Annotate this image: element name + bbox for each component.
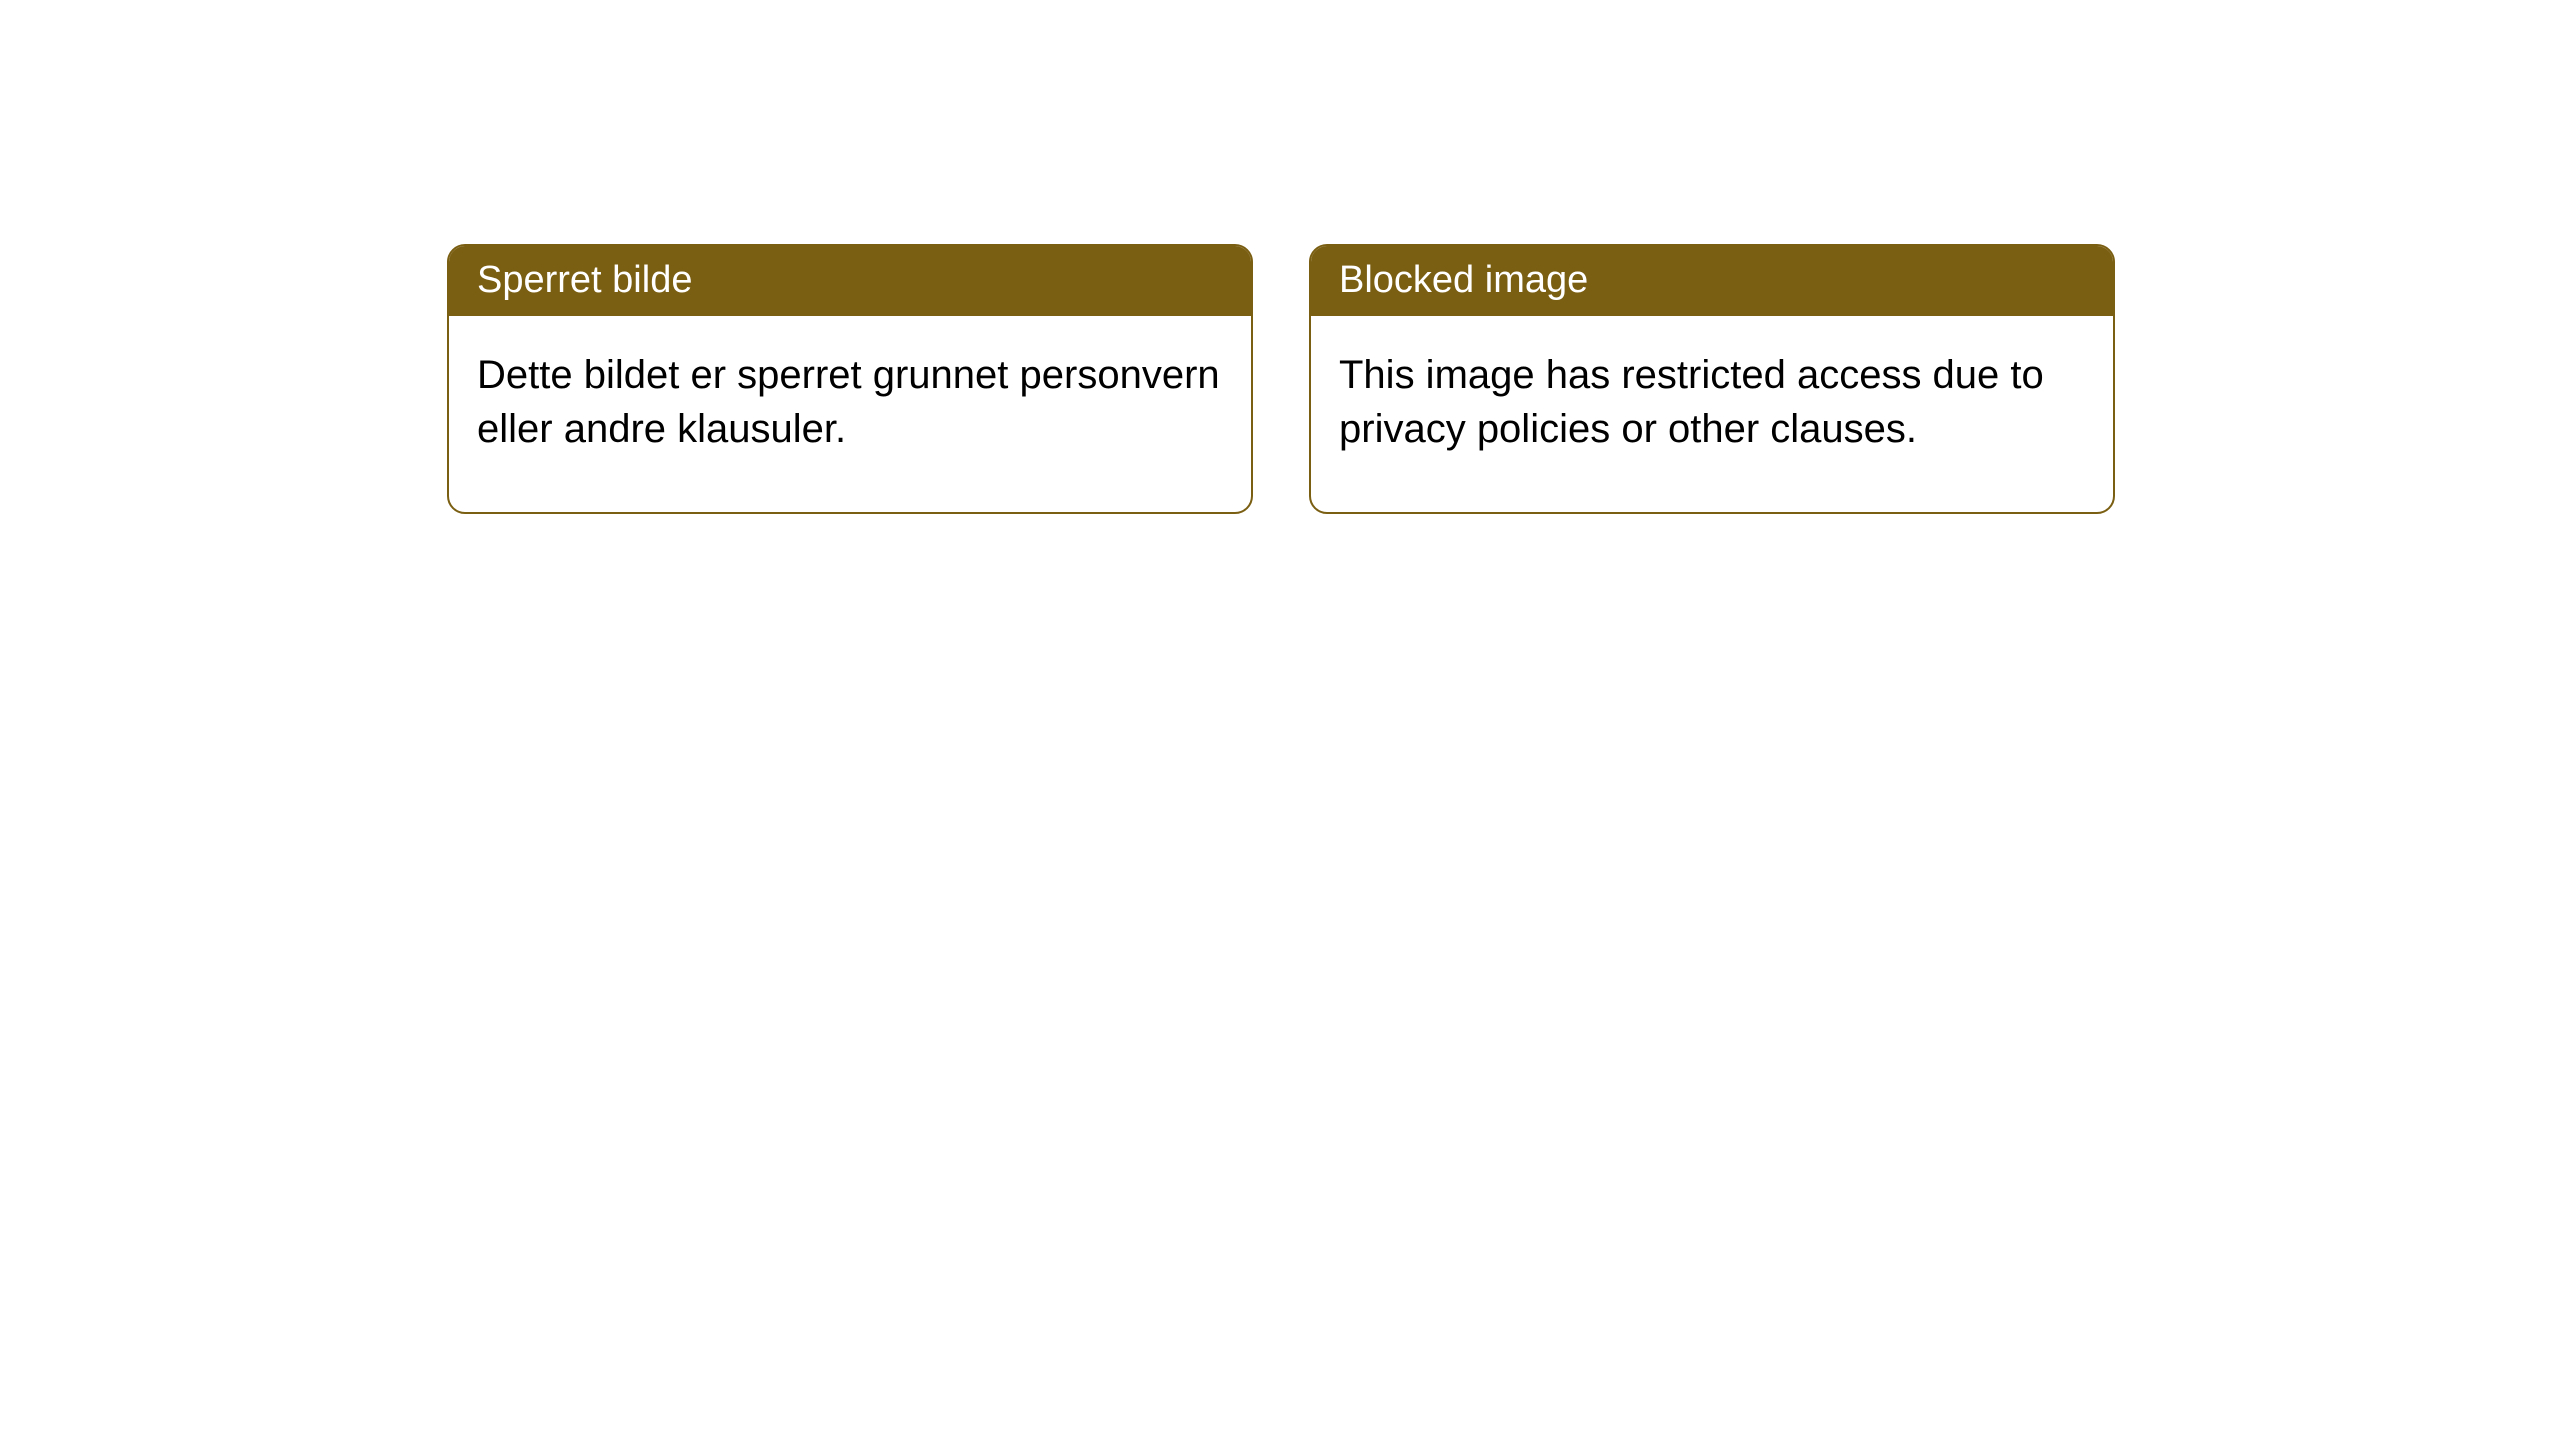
notice-header-no: Sperret bilde — [449, 246, 1251, 316]
notice-container: Sperret bilde Dette bildet er sperret gr… — [447, 244, 2115, 514]
notice-body-en: This image has restricted access due to … — [1311, 316, 2113, 512]
notice-card-no: Sperret bilde Dette bildet er sperret gr… — [447, 244, 1253, 514]
notice-body-no: Dette bildet er sperret grunnet personve… — [449, 316, 1251, 512]
notice-header-en: Blocked image — [1311, 246, 2113, 316]
notice-card-en: Blocked image This image has restricted … — [1309, 244, 2115, 514]
